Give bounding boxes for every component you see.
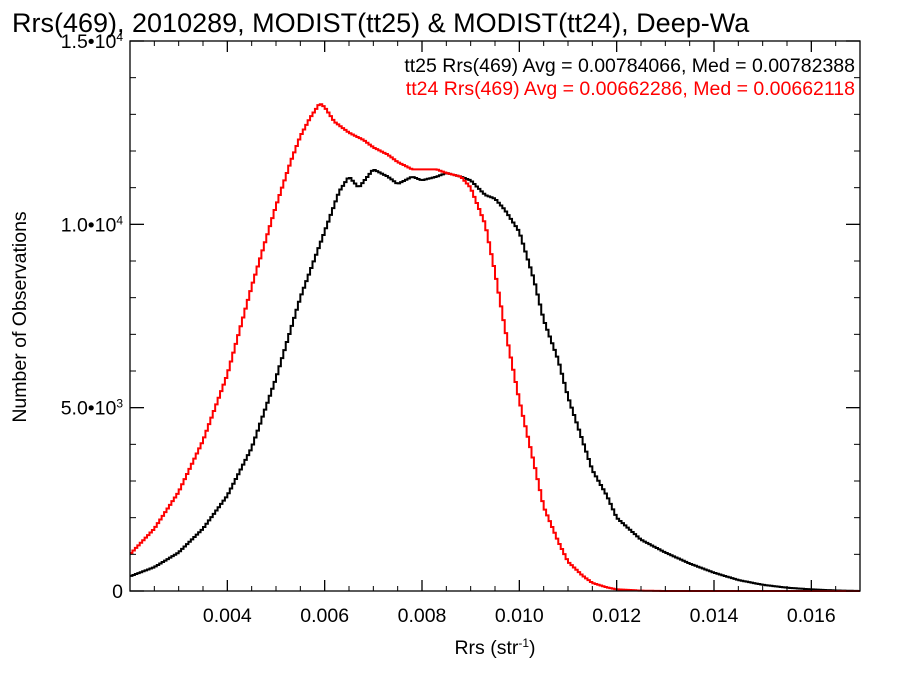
- y-axis-ticks: 0 5.0•103 1.0•104 1.5•104: [61, 30, 860, 603]
- annotation-tt24: tt24 Rrs(469) Avg = 0.00662286, Med = 0.…: [406, 78, 855, 100]
- chart-title: Rrs(469), 2010289, MODIST(tt25) & MODIST…: [12, 8, 750, 38]
- x-tick-label: 0.006: [300, 605, 349, 627]
- x-tick-label: 0.008: [398, 605, 447, 627]
- y-axis-label: Number of Observations: [9, 211, 31, 423]
- x-tick-label: 0.004: [203, 605, 252, 627]
- x-tick-label: 0.010: [495, 605, 544, 627]
- x-tick-label: 0.016: [787, 605, 836, 627]
- y-tick-label: 1.5•104: [61, 30, 124, 53]
- series-1-histogram-line: [130, 103, 860, 592]
- annotation-tt25: tt25 Rrs(469) Avg = 0.00784066, Med = 0.…: [404, 55, 855, 77]
- series-0-histogram-line: [130, 168, 860, 592]
- x-axis-label: Rrs (str-1): [454, 636, 535, 659]
- series-layer: [130, 103, 860, 592]
- x-axis-ticks: 0.004 0.006 0.008 0.010 0.012 0.014 0.016: [153, 41, 861, 627]
- y-tick-label: 5.0•103: [61, 397, 124, 420]
- x-tick-label: 0.012: [592, 605, 641, 627]
- y-tick-label: 1.0•104: [61, 213, 124, 236]
- plot-frame: [129, 40, 861, 592]
- y-tick-label: 0: [112, 581, 123, 603]
- x-tick-label: 0.014: [690, 605, 739, 627]
